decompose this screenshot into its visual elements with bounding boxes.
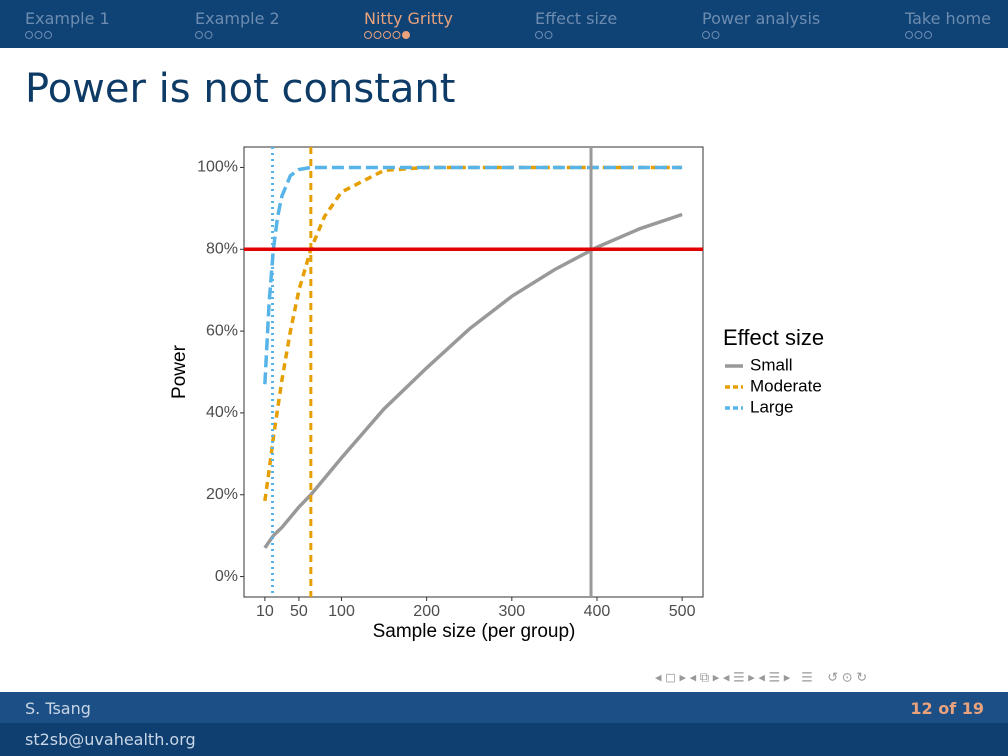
nav-section: Example 2 (195, 9, 280, 40)
frame-dot (204, 31, 213, 39)
y-tick-label: 80% (206, 240, 238, 257)
nav-section: Take home (905, 9, 991, 40)
series-line (263, 165, 683, 385)
nav-label: Example 2 (195, 9, 280, 28)
frame-dot (383, 31, 391, 39)
page-number: 12 of 19 (910, 699, 984, 718)
frame-dot (914, 31, 923, 39)
y-tick-label: 40% (206, 404, 238, 421)
plot-area (243, 146, 704, 598)
x-tick-label: 500 (669, 603, 696, 620)
nav-dots (905, 31, 932, 39)
legend-label: Large (750, 397, 793, 416)
y-tick-label: 100% (197, 159, 238, 176)
series-line (263, 212, 683, 549)
nav-dots (195, 31, 213, 39)
email: st2sb@uvahealth.org (25, 730, 196, 749)
frame-dot (25, 31, 33, 39)
frame-dot (44, 31, 52, 39)
frame-dot (364, 31, 372, 39)
nav-section: Effect size (535, 9, 617, 40)
y-tick-label: 20% (206, 486, 238, 503)
legend-title: Effect size (723, 325, 824, 350)
frame-dot (392, 31, 401, 39)
nav-label: Nitty Gritty (364, 9, 453, 28)
nav-label: Take home (905, 9, 991, 28)
frame-dot (373, 31, 382, 39)
footer-bottom: st2sb@uvahealth.org (0, 723, 1008, 756)
x-axis-label: Sample size (per group) (373, 621, 576, 642)
nav-label: Example 1 (25, 9, 110, 28)
nav-label: Power analysis (702, 9, 821, 28)
legend-label: Small (750, 355, 793, 374)
x-tick-label: 400 (584, 603, 611, 620)
nav-dots (702, 31, 720, 39)
legend-label: Moderate (750, 376, 822, 395)
nav-section: Example 1 (25, 9, 110, 40)
nav-section: Power analysis (702, 9, 820, 40)
frame-dot (402, 31, 410, 39)
slide-title: Power is not constant (25, 66, 456, 112)
frame-dot (711, 31, 720, 39)
frame-dot (905, 31, 913, 39)
y-tick-label: 0% (215, 568, 238, 585)
y-axis-label: Power (169, 344, 190, 399)
frame-dot (544, 31, 553, 39)
author: S. Tsang (25, 699, 91, 718)
frame-dot (535, 31, 543, 39)
frame-dot (702, 31, 710, 39)
nav-dots (25, 31, 52, 39)
nav-section: Nitty Gritty (364, 9, 453, 40)
x-tick-label: 200 (413, 603, 440, 620)
x-tick-label: 100 (328, 603, 355, 620)
frame-dot (195, 31, 203, 39)
nav-dots (364, 31, 410, 39)
x-tick-label: 10 (256, 603, 274, 620)
footer-top: S. Tsang 12 of 19 (0, 692, 1008, 723)
x-tick-label: 50 (290, 603, 308, 620)
x-tick-label: 300 (498, 603, 525, 620)
frame-dot (924, 31, 932, 39)
nav-label: Effect size (535, 9, 618, 28)
navigation-bar: Example 1 Example 2 Nitty Gritty Effect siz… (0, 0, 1008, 48)
nav-icons: ◂ ◻ ▸ ◂ ⧉ ▸ ◂ ☰ ▸ ◂ ☰ ▸ ☰ ↺ ⊙ ↻ (655, 669, 867, 684)
nav-symbols: ◂ ◻ ▸ ◂ ⧉ ▸ ◂ ☰ ▸ ◂ ☰ ▸ ☰ ↺ ⊙ ↻ (655, 669, 867, 684)
frame-dot (34, 31, 43, 39)
y-tick-label: 60% (206, 322, 238, 339)
nav-dots (535, 31, 553, 39)
